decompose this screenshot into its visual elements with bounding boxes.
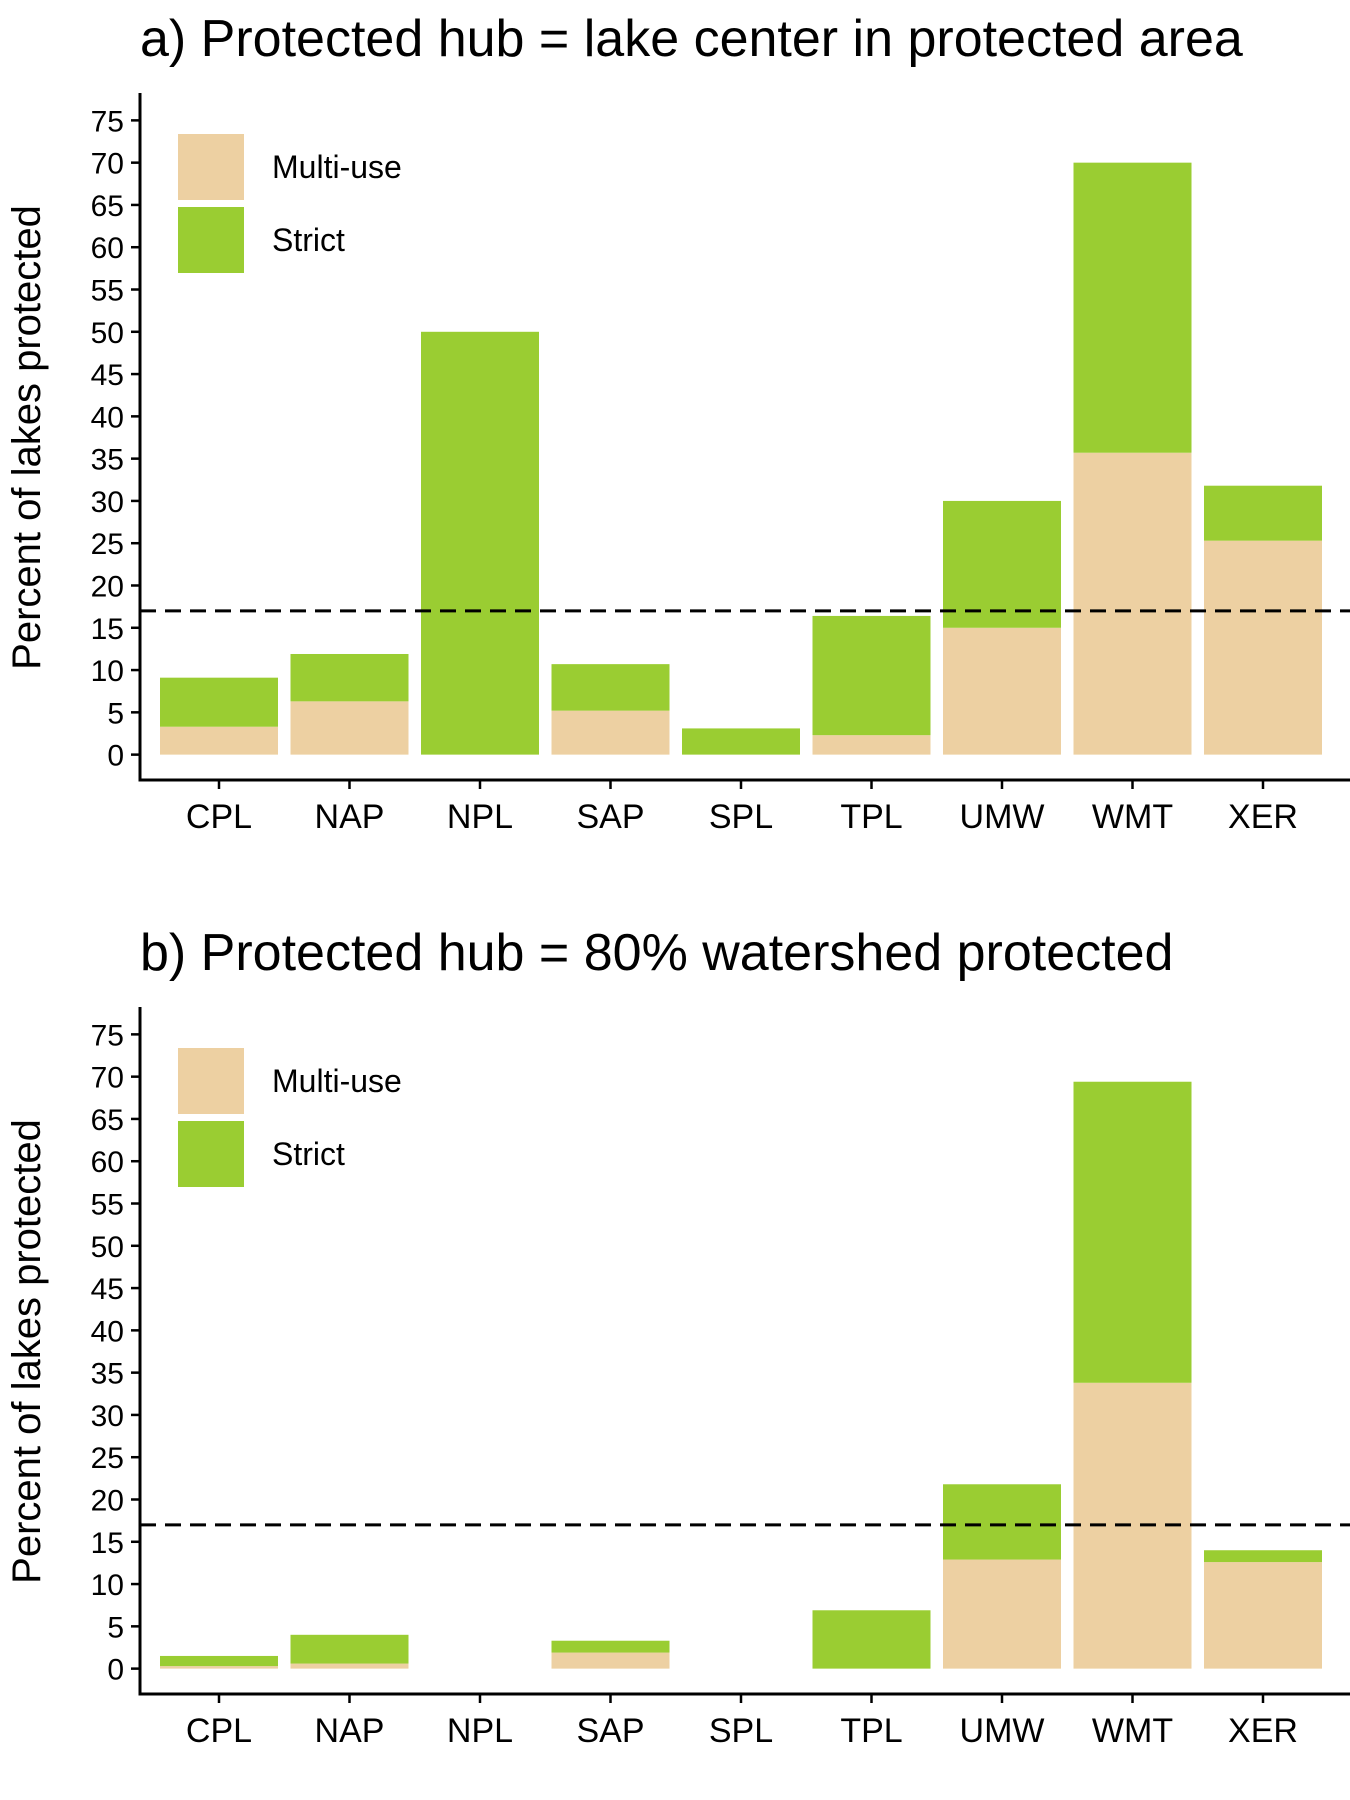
y-tick-label: 75 [91,105,124,138]
x-tick-label-npl: NPL [447,798,513,836]
legend-label-strict: Strict [272,222,345,258]
x-tick-label-umw: UMW [960,1712,1045,1750]
y-tick-label: 20 [91,1484,124,1517]
y-tick-label: 20 [91,570,124,603]
bar-strict-nap [290,1634,409,1664]
bar-multi-use-nap [290,1663,409,1669]
bar-multi-use-tpl [812,735,931,755]
bar-multi-use-sap [551,710,670,755]
bar-multi-use-umw [943,1559,1061,1669]
legend: Multi-use Strict [176,132,402,275]
x-tick-label-cpl: CPL [186,1712,252,1750]
bar-strict-xer [1204,485,1322,541]
bar-strict-cpl [160,1655,278,1667]
bar-strict-wmt [1073,162,1192,453]
y-tick-label: 30 [91,1400,124,1433]
y-tick-label: 0 [107,1654,124,1687]
y-tick-label: 15 [91,1527,124,1560]
y-tick-label: 55 [91,1189,124,1222]
panel-title: a) Protected hub = lake center in protec… [140,10,1243,68]
bar-strict-spl [682,728,800,755]
y-tick-label: 5 [107,697,124,730]
y-axis-label: Percent of lakes protected [5,1119,49,1584]
bar-strict-cpl [160,677,278,727]
y-tick-label: 10 [91,1569,124,1602]
y-tick-label: 45 [91,1273,124,1306]
x-tick-label-cpl: CPL [186,798,252,836]
y-tick-label: 25 [91,528,124,561]
y-tick-label: 30 [91,486,124,519]
y-tick-label: 50 [91,1231,124,1264]
bar-multi-use-cpl [160,1666,278,1669]
y-tick-label: 5 [107,1611,124,1644]
panel-title: b) Protected hub = 80% watershed protect… [140,924,1173,982]
legend-swatch-strict [178,1121,244,1187]
legend-label-multi-use: Multi-use [272,149,402,185]
y-tick-label: 75 [91,1019,124,1052]
bar-strict-xer [1204,1550,1322,1563]
x-tick-label-npl: NPL [447,1712,513,1750]
legend: Multi-use Strict [176,1046,402,1189]
y-tick-label: 40 [91,1315,124,1348]
bar-strict-tpl [812,615,931,736]
x-tick-label-wmt: WMT [1092,1712,1173,1750]
y-tick-label: 40 [91,401,124,434]
x-tick-label-spl: SPL [709,1712,773,1750]
x-tick-label-tpl: TPL [840,798,902,836]
legend-label-multi-use: Multi-use [272,1063,402,1099]
x-tick-label-sap: SAP [576,1712,644,1750]
x-tick-label-umw: UMW [960,798,1045,836]
y-tick-label: 65 [91,190,124,223]
bar-strict-sap [551,664,670,711]
bar-strict-npl [421,331,539,755]
x-tick-label-tpl: TPL [840,1712,902,1750]
x-tick-label-xer: XER [1228,798,1298,836]
bar-strict-nap [290,653,409,702]
y-tick-label: 70 [91,148,124,181]
bar-strict-tpl [812,1610,931,1669]
y-tick-label: 35 [91,1358,124,1391]
bar-multi-use-xer [1204,1562,1322,1669]
legend-swatch-multi-use [178,134,244,200]
bars [160,162,1322,755]
y-tick-label: 65 [91,1104,124,1137]
legend-swatch-multi-use [178,1048,244,1114]
y-tick-label: 55 [91,275,124,308]
legend-swatch-strict [178,207,244,273]
x-tick-label-nap: NAP [315,798,385,836]
y-tick-label: 0 [107,740,124,773]
x-tick-label-sap: SAP [576,798,644,836]
y-tick-label: 70 [91,1062,124,1095]
legend-label-strict: Strict [272,1136,345,1172]
x-tick-label-xer: XER [1228,1712,1298,1750]
y-tick-label: 35 [91,444,124,477]
y-tick-label: 45 [91,359,124,392]
y-tick-label: 25 [91,1442,124,1475]
y-tick-label: 50 [91,317,124,350]
bar-strict-wmt [1073,1081,1192,1383]
bar-strict-sap [551,1640,670,1653]
bar-multi-use-sap [551,1652,670,1669]
x-tick-label-spl: SPL [709,798,773,836]
x-tick-label-nap: NAP [315,1712,385,1750]
y-tick-label: 10 [91,655,124,688]
bar-multi-use-xer [1204,540,1322,755]
chart-panel-a: a) Protected hub = lake center in protec… [5,10,1350,836]
x-tick-label-wmt: WMT [1092,798,1173,836]
bar-multi-use-nap [290,701,409,755]
bar-multi-use-umw [943,627,1061,755]
y-tick-label: 15 [91,613,124,646]
y-tick-label: 60 [91,1146,124,1179]
bar-strict-umw [943,500,1061,628]
y-tick-label: 60 [91,232,124,265]
bar-multi-use-cpl [160,726,278,755]
bar-multi-use-wmt [1073,452,1192,755]
chart-panel-b: b) Protected hub = 80% watershed protect… [5,924,1350,1750]
bar-strict-umw [943,1484,1061,1560]
y-axis-label: Percent of lakes protected [5,205,49,670]
